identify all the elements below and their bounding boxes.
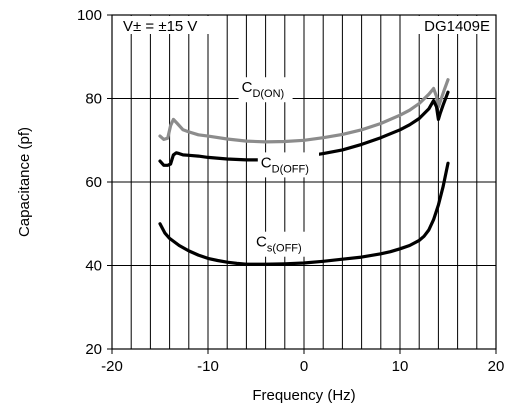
- part-number-box: [414, 16, 494, 34]
- x-tick-label: 20: [488, 358, 505, 375]
- series-label-bg: [257, 152, 319, 178]
- y-tick-label: 100: [77, 7, 102, 24]
- condition-annotation: V± = ±15 V: [119, 16, 211, 35]
- part-number-annotation: DG1409E: [414, 16, 494, 35]
- x-axis-title: Frequency (Hz): [252, 387, 355, 404]
- series-label-bg: [253, 231, 315, 257]
- ticks: -20 -10 0 10 20 20 40 60 80 100: [77, 7, 504, 375]
- x-tick-label: -10: [197, 358, 219, 375]
- grid: [112, 15, 496, 349]
- series-line: [158, 78, 450, 144]
- condition-box: [119, 16, 211, 34]
- y-tick-label: 60: [85, 174, 102, 191]
- condition-text: V± = ±15 V: [123, 18, 197, 35]
- series-line: [158, 161, 450, 266]
- x-tick-label: -20: [101, 358, 123, 375]
- y-axis-title: Capacitance (pf): [16, 127, 33, 237]
- series-label-bg: [238, 77, 293, 103]
- series-label: Cs(OFF): [256, 234, 302, 255]
- y-tick-label: 20: [85, 341, 102, 358]
- series-label: CD(ON): [242, 79, 285, 100]
- part-number-text: DG1409E: [424, 18, 490, 35]
- x-tick-label: 10: [392, 358, 409, 375]
- x-tick-label: 0: [300, 358, 308, 375]
- series-labels: CD(ON) CD(OFF) Cs(OFF): [238, 77, 319, 257]
- series-label: CD(OFF): [261, 154, 309, 175]
- y-tick-label: 40: [85, 258, 102, 275]
- y-tick-label: 80: [85, 91, 102, 108]
